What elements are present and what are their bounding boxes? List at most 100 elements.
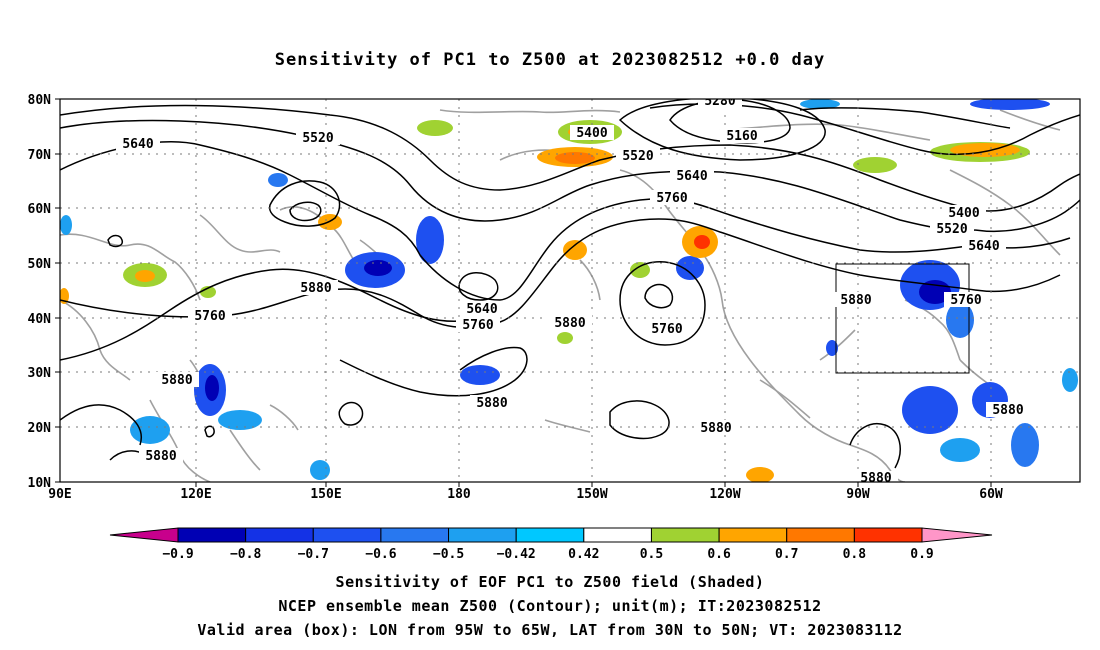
colorbar-tick-label: 0.5 <box>640 547 663 562</box>
svg-text:5760: 5760 <box>656 191 687 206</box>
lon-tick-label: 90W <box>846 487 870 502</box>
contour-label: 5880 <box>294 280 338 296</box>
svg-text:5880: 5880 <box>840 293 871 308</box>
svg-text:5400: 5400 <box>948 206 979 221</box>
colorbar-box <box>312 527 382 543</box>
colorbar-tick-label: 0.8 <box>843 547 867 562</box>
lat-tick-label: 80N <box>28 93 52 108</box>
svg-text:5400: 5400 <box>576 126 607 141</box>
svg-text:5760: 5760 <box>950 293 981 308</box>
contour-label: 5760 <box>645 321 689 337</box>
colorbar-labels: −0.9 −0.8 −0.7 −0.6 −0.5 −0.42 0.42 0.5 0.6 0.7 0.… <box>162 547 933 562</box>
svg-text:5520: 5520 <box>622 149 653 164</box>
contour-label: 5880 <box>986 402 1030 418</box>
colorbar-box <box>786 527 855 543</box>
contour-label: 5520 <box>296 130 340 146</box>
svg-text:5640: 5640 <box>968 239 999 254</box>
lat-tick-label: 60N <box>28 202 52 217</box>
colorbar-box <box>177 527 247 543</box>
svg-text:5640: 5640 <box>466 302 497 317</box>
lon-tick-label: 180 <box>447 487 471 502</box>
colorbar-box <box>515 527 585 543</box>
contour-label: 5520 <box>930 221 974 237</box>
footer-line-2: NCEP ensemble mean Z500 (Contour); unit(… <box>278 597 822 615</box>
colorbar-box <box>380 527 450 543</box>
contour-label: 5760 <box>188 308 232 324</box>
contour-label: 5400 <box>942 205 986 221</box>
svg-text:5640: 5640 <box>122 137 153 152</box>
svg-text:5520: 5520 <box>936 222 967 237</box>
svg-text:5520: 5520 <box>302 131 333 146</box>
svg-text:5880: 5880 <box>300 281 331 296</box>
svg-text:5880: 5880 <box>145 449 176 464</box>
colorbar-box <box>583 527 652 543</box>
colorbar-boxes <box>177 527 923 543</box>
map-frame <box>59 98 1081 483</box>
lat-tick-label: 10N <box>28 476 52 491</box>
contour-label: 5760 <box>944 292 988 308</box>
colorbar-box <box>245 527 314 543</box>
contour-label: 5880 <box>834 292 878 308</box>
lat-tick-label: 70N <box>28 148 52 163</box>
colorbar-tick-label: −0.42 <box>497 547 536 562</box>
colorbar-box <box>853 527 923 543</box>
footer-line-3: Valid area (box): LON from 95W to 65W, L… <box>197 621 903 639</box>
footer-line-1: Sensitivity of EOF PC1 to Z500 field (Sh… <box>335 573 765 591</box>
colorbar-tick-label: −0.9 <box>162 547 193 562</box>
contour-label: 5760 <box>650 190 694 206</box>
contour-label: 5880 <box>694 420 738 436</box>
colorbar-tick-label: 0.7 <box>775 547 798 562</box>
svg-text:5640: 5640 <box>676 169 707 184</box>
lat-tick-label: 40N <box>28 312 52 327</box>
map-title: Sensitivity of PC1 to Z500 at 2023082512… <box>274 50 826 70</box>
colorbar-under-triangle <box>109 527 179 543</box>
contour-label: 5400 <box>570 125 614 141</box>
contour-label: 5640 <box>962 238 1006 254</box>
colorbar-box <box>650 527 720 543</box>
svg-text:5880: 5880 <box>700 421 731 436</box>
shaded-sensitivity <box>60 99 1078 482</box>
lat-tick-label: 20N <box>28 421 52 436</box>
contour-label: 5880 <box>139 448 183 464</box>
contour-label: 5640 <box>460 301 504 317</box>
svg-text:5760: 5760 <box>462 318 493 333</box>
colorbar-tick-label: −0.6 <box>365 547 396 562</box>
lon-tick-label: 60W <box>979 487 1003 502</box>
lon-axis: 90E 120E 150E 180 150W 120W 90W 60W <box>48 482 1003 502</box>
colorbar-tick-label: −0.8 <box>230 547 261 562</box>
contour-label: 5280 <box>698 94 742 109</box>
contour-label: 5760 <box>456 317 500 333</box>
colorbar-over-triangle <box>921 527 993 543</box>
svg-text:5880: 5880 <box>860 471 891 486</box>
svg-text:5160: 5160 <box>726 129 757 144</box>
svg-text:5880: 5880 <box>992 403 1023 418</box>
colorbar-tick-label: −0.7 <box>298 547 329 562</box>
contour-label: 5520 <box>616 148 660 164</box>
colorbar-box <box>448 527 517 543</box>
colorbar-tick-label: 0.9 <box>910 547 933 562</box>
lon-tick-label: 120W <box>709 487 740 502</box>
svg-text:5880: 5880 <box>476 396 507 411</box>
contour-label: 5640 <box>670 168 714 184</box>
colorbar: −0.9 −0.8 −0.7 −0.6 −0.5 −0.42 0.42 0.5 0.6 0.7 0.… <box>109 527 993 562</box>
svg-text:5760: 5760 <box>194 309 225 324</box>
lon-tick-label: 90E <box>48 487 71 502</box>
svg-text:5280: 5280 <box>704 94 735 109</box>
contour-label: 5640 <box>116 136 160 152</box>
colorbar-tick-label: −0.5 <box>433 547 464 562</box>
contour-label: 5880 <box>155 372 199 388</box>
colorbar-tick-label: 0.6 <box>707 547 731 562</box>
lat-tick-label: 50N <box>28 257 52 272</box>
lon-tick-label: 120E <box>180 487 211 502</box>
colorbar-box <box>718 527 788 543</box>
svg-text:5760: 5760 <box>651 322 682 337</box>
contour-label: 5880 <box>548 315 592 331</box>
contour-labels: 5640 5520 5400 5280 5160 5520 5640 5760 … <box>116 94 1030 486</box>
lon-tick-label: 150W <box>576 487 607 502</box>
negative-shading <box>60 99 1078 480</box>
lat-tick-label: 30N <box>28 366 52 381</box>
lat-axis: 80N 70N 60N 50N 40N 30N 20N 10N <box>28 93 60 491</box>
contour-label: 5160 <box>720 128 764 144</box>
contour-label: 5880 <box>854 471 898 486</box>
